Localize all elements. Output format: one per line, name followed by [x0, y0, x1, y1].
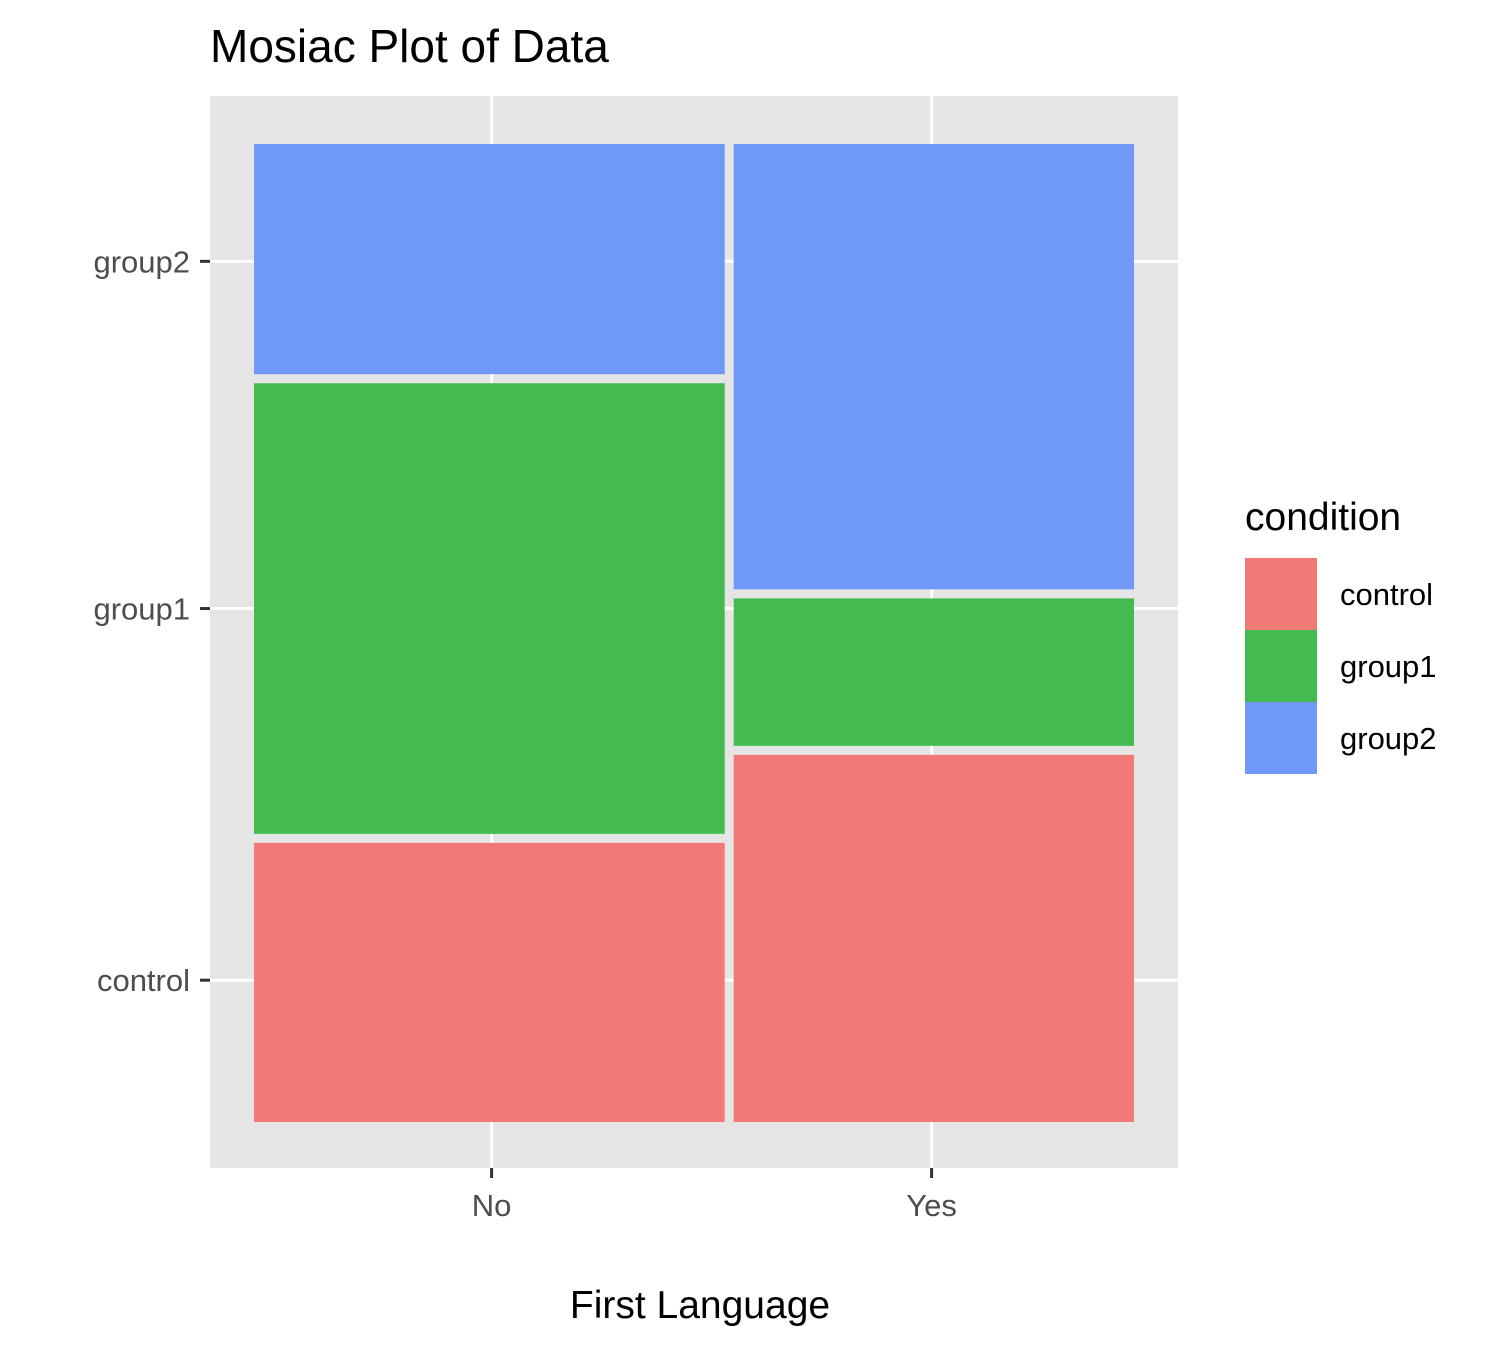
- y-tick-label-group2: group2: [93, 244, 190, 279]
- legend-label-group1: group1: [1340, 649, 1437, 684]
- legend-swatch-group1: [1245, 630, 1317, 702]
- x-tick-label-yes: Yes: [906, 1188, 957, 1223]
- tile-yes-group1: [733, 598, 1134, 746]
- x-tick-label-no: No: [472, 1188, 512, 1223]
- x-axis-title: First Language: [570, 1284, 830, 1327]
- y-tick-label-control: control: [97, 963, 190, 998]
- chart-title: Mosiac Plot of Data: [210, 20, 609, 72]
- legend-swatch-control: [1245, 558, 1317, 630]
- tile-no-group1: [254, 383, 725, 834]
- mosaic-tiles: [254, 144, 1134, 1122]
- legend-label-group2: group2: [1340, 721, 1437, 756]
- tile-yes-control: [733, 754, 1134, 1122]
- axes: No Yes control group1 group2: [93, 244, 956, 1223]
- legend-label-control: control: [1340, 577, 1433, 612]
- tile-no-control: [254, 842, 725, 1122]
- y-tick-label-group1: group1: [93, 592, 190, 627]
- legend: condition control group1 group2: [1245, 496, 1437, 774]
- tile-yes-group2: [733, 144, 1134, 590]
- legend-swatch-group2: [1245, 702, 1317, 774]
- tile-no-group2: [254, 144, 725, 375]
- legend-title: condition: [1245, 496, 1401, 539]
